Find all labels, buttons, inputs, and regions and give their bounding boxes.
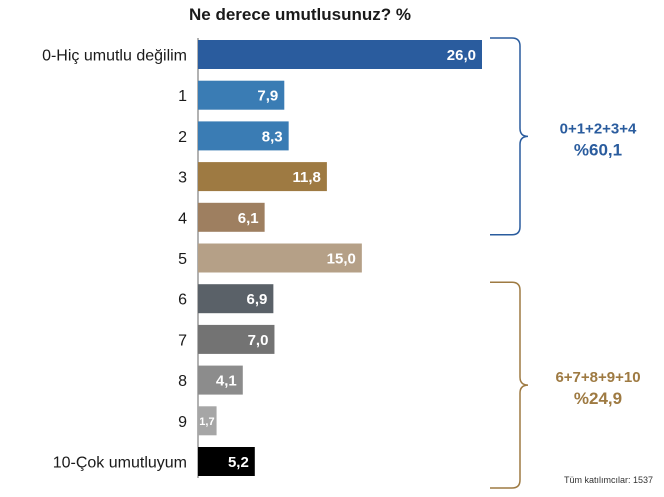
value-label-6: 6,9 [247,291,268,308]
category-label-0: 0-Hiç umutlu değilim [42,48,187,65]
group-total-0: %60,1 [574,140,622,159]
bar-7 [198,324,275,354]
bar-8 [198,365,243,395]
category-label-7: 7 [178,332,187,349]
group-bracket-0 [490,37,529,236]
bar-6 [198,284,274,314]
bar-10 [198,447,255,476]
category-label-9: 9 [178,414,187,431]
value-label-8: 4,1 [216,373,237,390]
group-total-1: %24,9 [574,389,622,408]
value-label-0: 26,0 [447,47,476,64]
value-label-1: 7,9 [257,88,278,105]
category-label-2: 2 [178,129,187,146]
value-label-2: 8,3 [262,128,283,145]
group-label-0: 0+1+2+3+4 [560,120,637,137]
bar-2 [198,121,289,151]
value-label-7: 7,0 [248,332,269,349]
group-bracket-1 [490,281,529,489]
value-label-3: 11,8 [293,169,321,186]
category-label-3: 3 [178,170,187,187]
category-label-8: 8 [178,373,187,390]
participants-note: Tüm katılımcılar: 1537 [564,475,653,485]
bar-3 [198,162,327,192]
category-label-5: 5 [178,251,187,268]
value-label-10: 5,2 [228,454,249,471]
category-label-10: 10-Çok umutluyum [53,455,187,472]
bar-1 [198,80,285,110]
group-label-1: 6+7+8+9+10 [555,369,640,386]
bar-5 [198,243,362,273]
category-label-1: 1 [178,88,187,105]
category-label-4: 4 [178,210,187,227]
category-label-6: 6 [178,292,187,309]
value-label-5: 15,0 [327,251,356,268]
value-label-9: 1,7 [199,416,214,428]
chart-title: Ne derece umutlusunuz? % [189,5,411,24]
bar-0 [198,40,482,69]
bar-4 [198,202,265,232]
value-label-4: 6,1 [238,210,259,227]
bar-9 [198,406,217,436]
